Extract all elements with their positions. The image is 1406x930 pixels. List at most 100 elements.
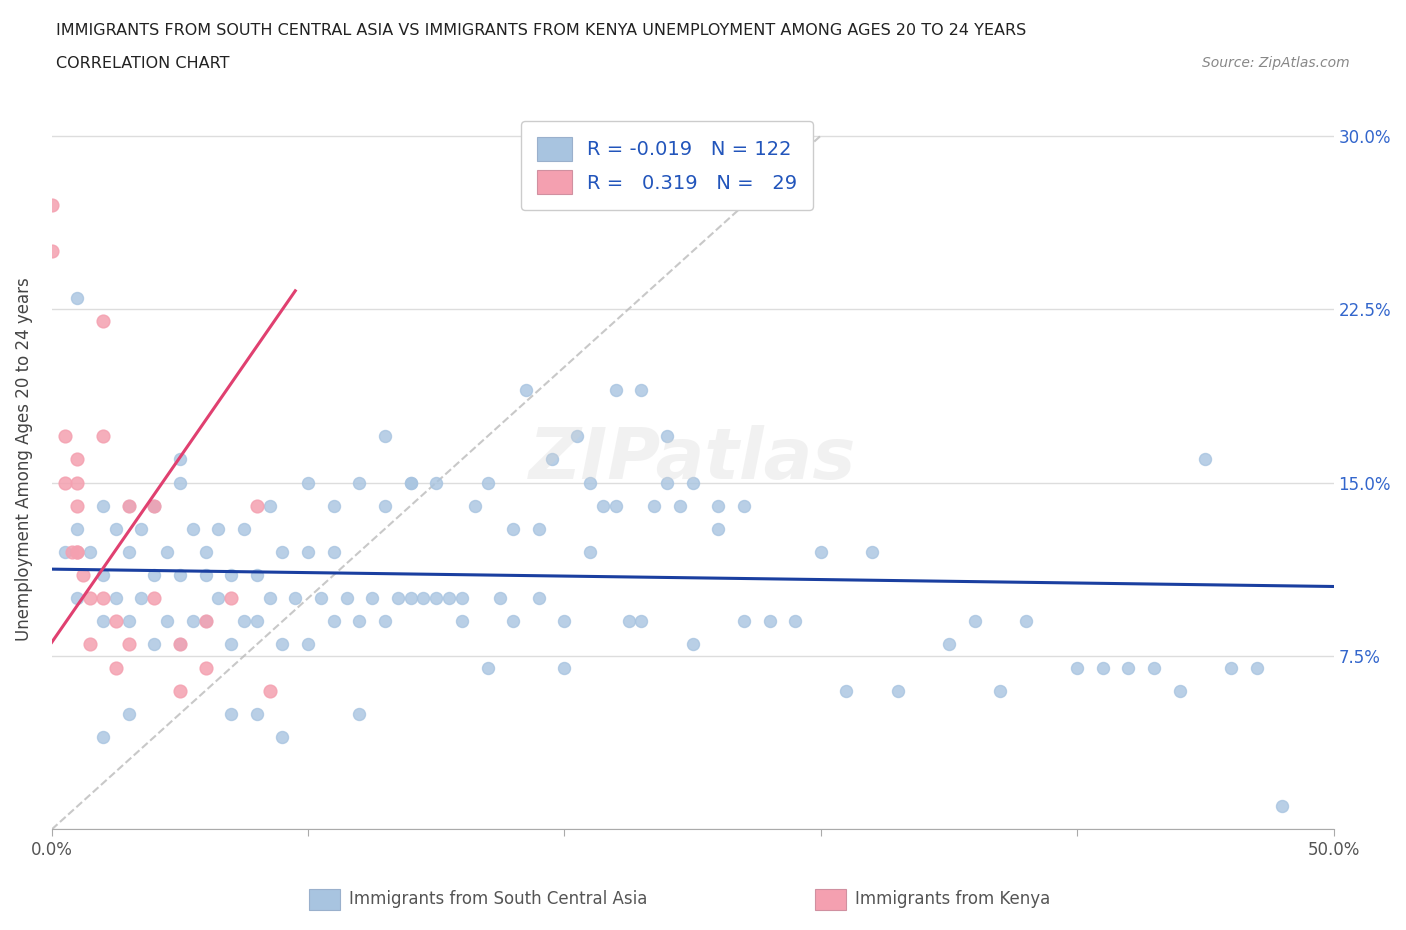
Point <box>810 544 832 559</box>
Point <box>309 591 332 605</box>
Point <box>682 637 704 652</box>
Point <box>143 637 166 652</box>
Point <box>118 498 141 513</box>
Point <box>579 475 602 490</box>
Point <box>207 591 229 605</box>
Point <box>374 614 396 629</box>
Point <box>91 729 114 744</box>
Point <box>707 498 730 513</box>
Point <box>181 614 204 629</box>
Point <box>91 313 114 328</box>
Point <box>553 614 575 629</box>
Point <box>271 637 294 652</box>
Point <box>527 522 550 537</box>
Point <box>169 637 191 652</box>
Text: Immigrants from Kenya: Immigrants from Kenya <box>855 890 1050 909</box>
Point <box>399 475 422 490</box>
Point <box>605 382 627 397</box>
Point <box>399 475 422 490</box>
Point <box>617 614 640 629</box>
Point <box>527 591 550 605</box>
Point <box>502 522 524 537</box>
Point <box>194 567 217 582</box>
Point <box>66 498 89 513</box>
Point <box>66 475 89 490</box>
Point <box>131 522 153 537</box>
Point <box>374 498 396 513</box>
Point <box>835 684 858 698</box>
Point <box>79 591 101 605</box>
Point <box>489 591 512 605</box>
Point <box>464 498 486 513</box>
Point <box>335 591 357 605</box>
Point <box>41 197 63 212</box>
Point <box>156 614 179 629</box>
Point <box>349 475 371 490</box>
Point <box>66 544 89 559</box>
Point <box>886 684 908 698</box>
Point <box>118 706 141 721</box>
Point <box>53 475 76 490</box>
Point <box>181 522 204 537</box>
Text: CORRELATION CHART: CORRELATION CHART <box>56 56 229 71</box>
Point <box>655 475 678 490</box>
Point <box>156 544 179 559</box>
Point <box>1091 660 1114 675</box>
Point <box>630 382 652 397</box>
Legend: R = -0.019   N = 122, R =   0.319   N =   29: R = -0.019 N = 122, R = 0.319 N = 29 <box>522 121 813 209</box>
Point <box>655 429 678 444</box>
Point <box>297 475 319 490</box>
Point <box>785 614 807 629</box>
Point <box>643 498 665 513</box>
Point <box>219 591 242 605</box>
Point <box>387 591 409 605</box>
Point <box>733 498 755 513</box>
Point <box>246 498 269 513</box>
Point <box>860 544 883 559</box>
Point <box>131 591 153 605</box>
Point <box>118 544 141 559</box>
Point <box>66 452 89 467</box>
Point <box>567 429 589 444</box>
Point <box>271 729 294 744</box>
Point <box>194 544 217 559</box>
Point <box>733 614 755 629</box>
Point <box>515 382 537 397</box>
Point <box>118 637 141 652</box>
Point <box>988 684 1011 698</box>
Point <box>66 290 89 305</box>
Text: ZIPatlas: ZIPatlas <box>529 425 856 494</box>
Point <box>169 684 191 698</box>
Point <box>104 591 127 605</box>
Point <box>412 591 434 605</box>
Point <box>72 567 94 582</box>
Point <box>118 498 141 513</box>
Point <box>91 567 114 582</box>
Point <box>349 706 371 721</box>
Point <box>630 614 652 629</box>
Point <box>259 498 281 513</box>
Point <box>297 544 319 559</box>
Point <box>91 498 114 513</box>
Point <box>219 637 242 652</box>
Y-axis label: Unemployment Among Ages 20 to 24 years: Unemployment Among Ages 20 to 24 years <box>15 277 32 642</box>
Point <box>477 660 499 675</box>
Point <box>143 498 166 513</box>
Point <box>758 614 780 629</box>
Point <box>963 614 986 629</box>
Point <box>66 522 89 537</box>
Point <box>579 544 602 559</box>
Point <box>79 637 101 652</box>
Point <box>451 591 474 605</box>
Text: IMMIGRANTS FROM SOUTH CENTRAL ASIA VS IMMIGRANTS FROM KENYA UNEMPLOYMENT AMONG A: IMMIGRANTS FROM SOUTH CENTRAL ASIA VS IM… <box>56 23 1026 38</box>
Point <box>297 637 319 652</box>
Point <box>451 614 474 629</box>
Point <box>246 706 269 721</box>
Point <box>246 614 269 629</box>
Point <box>682 475 704 490</box>
Point <box>1143 660 1166 675</box>
Point <box>246 567 269 582</box>
Point <box>1015 614 1038 629</box>
Point <box>437 591 460 605</box>
Point <box>194 614 217 629</box>
